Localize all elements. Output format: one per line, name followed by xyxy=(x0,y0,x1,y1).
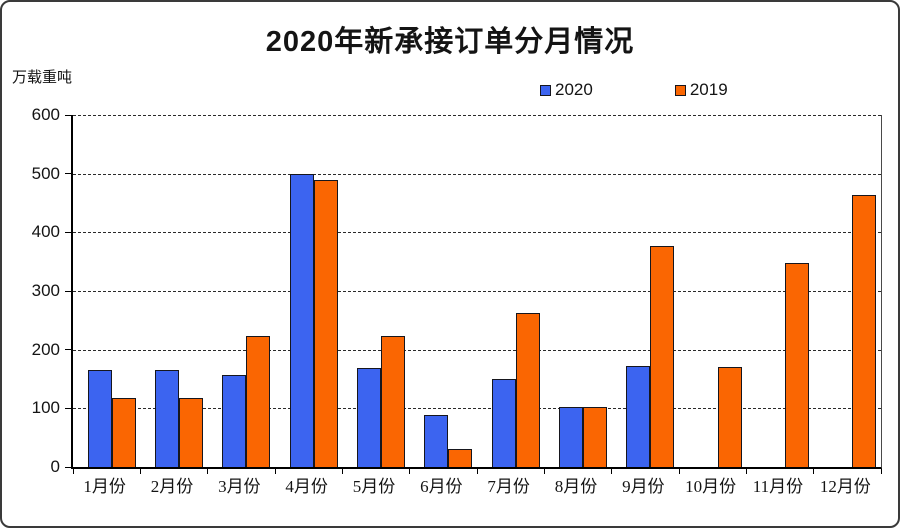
y-tick-0 xyxy=(65,466,71,468)
bar-2019-2月份 xyxy=(179,398,203,467)
y-tick-200 xyxy=(65,349,71,351)
y-tick-label-500: 500 xyxy=(31,163,60,183)
bar-2020-2月份 xyxy=(155,369,179,467)
x-tick-11 xyxy=(813,469,815,474)
legend-label-2020: 2020 xyxy=(555,80,593,99)
bar-2019-10月份 xyxy=(717,366,742,467)
chart-title: 2020年新承接订单分月情况 xyxy=(265,26,635,58)
bar-2019-4月份 xyxy=(313,179,338,467)
legend-label-2019: 2019 xyxy=(689,80,728,99)
x-label-3月份: 3月份 xyxy=(218,477,261,496)
y-tick-label-300: 300 xyxy=(31,281,60,300)
y-axis-unit-label: 万载重吨 xyxy=(12,69,73,86)
bar-2019-6月份 xyxy=(448,449,473,467)
x-label-7月份: 7月份 xyxy=(487,477,530,496)
gridline-300 xyxy=(73,291,881,292)
x-tick-10 xyxy=(745,469,747,474)
bar-2020-8月份 xyxy=(559,407,583,467)
bar-2020-6月份 xyxy=(424,415,449,467)
bar-2019-8月份 xyxy=(583,407,607,467)
y-tick-400 xyxy=(65,231,71,233)
x-tick-4 xyxy=(341,469,343,474)
x-label-1月份: 1月份 xyxy=(83,477,126,496)
x-tick-9 xyxy=(678,469,680,474)
bar-2020-9月份 xyxy=(626,366,651,467)
y-tick-500 xyxy=(65,173,71,175)
x-label-9月份: 9月份 xyxy=(622,477,665,496)
gridline-200 xyxy=(73,349,881,351)
gridline-600 xyxy=(73,115,881,116)
x-label-10月份: 10月份 xyxy=(685,477,737,496)
x-label-8月份: 8月份 xyxy=(554,477,598,496)
bar-2019-5月份 xyxy=(381,335,405,467)
y-tick-600 xyxy=(65,114,71,116)
gridline-100 xyxy=(73,408,881,410)
bar-2019-3月份 xyxy=(246,335,271,467)
legend: 2020 2019 xyxy=(540,80,728,100)
x-axis-labels: 1月份 2月份 3月份 4月份 5月份 6月份 7月份 8月份 9月份 10月份 11月份 12月份 xyxy=(71,472,879,496)
bar-2019-9月份 xyxy=(650,246,675,467)
x-tick-6 xyxy=(476,469,478,474)
x-tick-5 xyxy=(409,469,411,474)
x-tick-12 xyxy=(880,469,882,474)
legend-swatch-2020-icon xyxy=(540,84,551,96)
x-label-5月份: 5月份 xyxy=(352,477,396,496)
x-label-12月份: 12月份 xyxy=(819,477,871,496)
x-label-4月份: 4月份 xyxy=(285,477,328,496)
x-tick-1 xyxy=(139,469,141,474)
x-tick-7 xyxy=(543,469,545,474)
legend-item-2020: 2020 xyxy=(540,80,593,100)
gridline-500 xyxy=(73,173,881,175)
y-tick-label-0: 0 xyxy=(50,457,60,476)
gridline-400 xyxy=(73,232,881,234)
x-tick-2 xyxy=(207,469,209,474)
x-label-2月份: 2月份 xyxy=(150,477,194,496)
x-tick-3 xyxy=(274,469,276,474)
y-tick-label-600: 600 xyxy=(31,105,60,124)
x-tick-0 xyxy=(72,469,74,474)
y-tick-label-400: 400 xyxy=(31,222,60,242)
bar-2019-1月份 xyxy=(111,398,136,467)
x-label-11月份: 11月份 xyxy=(752,477,804,496)
bar-2020-1月份 xyxy=(87,369,112,467)
legend-swatch-2019-icon xyxy=(674,84,686,96)
y-tick-100 xyxy=(65,407,71,409)
x-tick-8 xyxy=(611,469,613,474)
bar-2020-4月份 xyxy=(289,174,314,467)
y-tick-300 xyxy=(65,290,71,292)
y-tick-label-200: 200 xyxy=(31,339,60,359)
y-tick-label-100: 100 xyxy=(31,398,60,418)
bar-2020-5月份 xyxy=(357,368,381,467)
legend-item-2019: 2019 xyxy=(674,80,728,100)
bar-2020-3月份 xyxy=(222,375,247,467)
x-label-6月份: 6月份 xyxy=(420,477,463,496)
bar-2020-7月份 xyxy=(491,379,516,467)
plot-area xyxy=(65,114,882,474)
bar-2019-7月份 xyxy=(515,312,540,467)
bar-2019-11月份 xyxy=(785,262,809,467)
y-axis: 0 100 200 300 400 500 600 xyxy=(14,105,60,476)
bar-2019-12月份 xyxy=(852,195,877,467)
